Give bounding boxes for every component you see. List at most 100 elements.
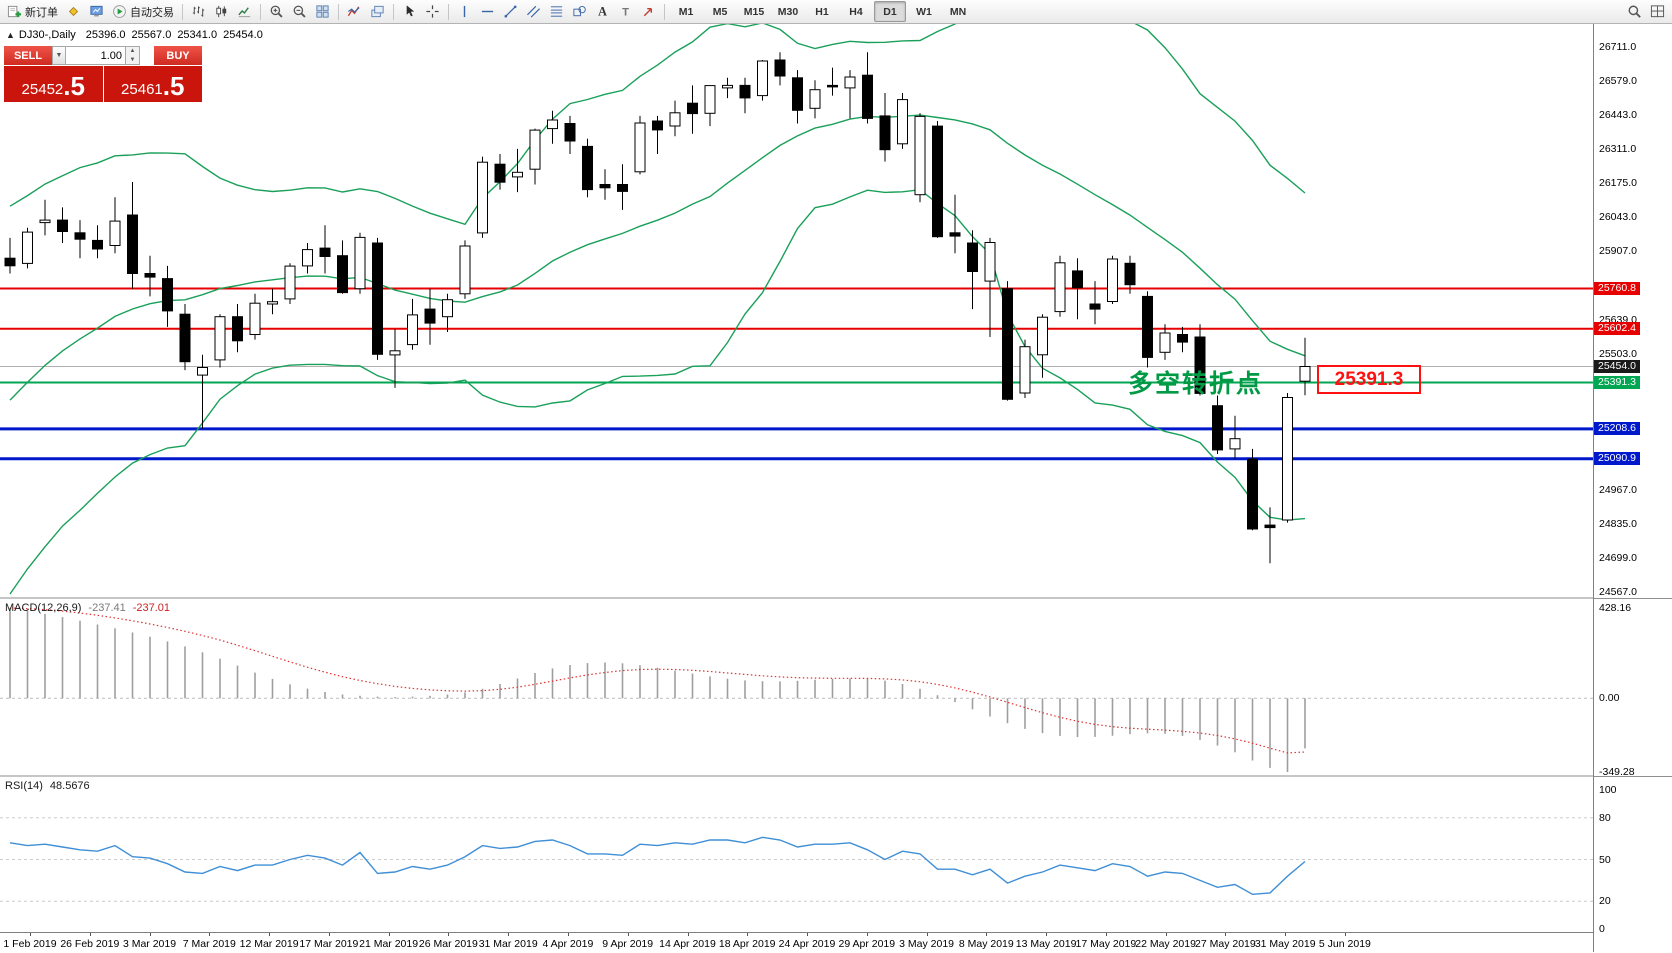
sell-price[interactable]: 25452 .5 bbox=[4, 66, 103, 102]
date-axis-label: 13 May 2019 bbox=[1015, 938, 1077, 950]
time-axis-tick bbox=[866, 933, 868, 936]
ohlc-high: 25567.0 bbox=[131, 29, 172, 41]
symbols-button[interactable] bbox=[62, 0, 85, 23]
timeframe-mn-button[interactable]: MN bbox=[949, 5, 967, 18]
tiles-icon bbox=[316, 5, 329, 18]
timeframe-m1-button[interactable]: M1 bbox=[678, 5, 694, 18]
cursor-button[interactable] bbox=[398, 0, 421, 23]
price-axis[interactable]: 26711.0 26579.0 26443.0 26311.0 26175.0 26043… bbox=[1593, 24, 1672, 952]
price-chart-canvas[interactable] bbox=[0, 24, 1593, 952]
volume-dropdown-button[interactable]: ▼ bbox=[52, 46, 66, 65]
timeframe-h1-button[interactable]: H1 bbox=[815, 5, 829, 18]
price-axis-tick: 24835.0 bbox=[1599, 517, 1637, 530]
date-axis-label: 27 May 2019 bbox=[1195, 938, 1256, 950]
fibonacci-button[interactable] bbox=[545, 0, 568, 23]
macd-pane bbox=[0, 607, 1593, 772]
bars-icon bbox=[192, 6, 205, 17]
textA-icon: A bbox=[598, 5, 607, 19]
date-axis-label: 3 Mar 2019 bbox=[122, 938, 177, 950]
time-axis-tick bbox=[567, 933, 569, 936]
sell-price-main: 25452 bbox=[21, 81, 64, 98]
volume-input[interactable] bbox=[66, 46, 126, 65]
candlestick-chart-button[interactable] bbox=[210, 0, 233, 23]
text-button[interactable]: A bbox=[591, 0, 614, 23]
chart-window: ▲ DJ30-,Daily 25396.0 25567.0 25341.0 25454.0… bbox=[0, 24, 1672, 953]
symbol-period: DJ30-,Daily bbox=[18, 29, 76, 41]
objects-list-button[interactable] bbox=[366, 0, 389, 23]
layers-icon bbox=[371, 5, 384, 18]
arrow-objects-button[interactable] bbox=[637, 0, 660, 23]
rsi-axis-label: 100 bbox=[1599, 784, 1617, 796]
time-axis-tick bbox=[926, 933, 928, 936]
time-axis[interactable]: 1 Feb 2019 26 Feb 2019 3 Mar 2019 7 Mar 201… bbox=[0, 932, 1593, 953]
line-chart-button[interactable] bbox=[233, 0, 256, 23]
date-axis-label: 24 Apr 2019 bbox=[778, 938, 836, 950]
sell-button[interactable]: SELL bbox=[4, 46, 52, 65]
auto-trading-button[interactable]: 自动交易 bbox=[108, 0, 178, 23]
new-order-button[interactable]: 新订单 bbox=[3, 0, 62, 23]
toolbar-separator bbox=[260, 3, 261, 20]
timeframe-w1-button[interactable]: W1 bbox=[916, 5, 932, 18]
chart-annotation-value-box[interactable]: 25391.3 bbox=[1317, 365, 1421, 394]
timeframe-group: M1 M5 M15 M30 H1 H4 D1 W1 MN bbox=[669, 1, 975, 22]
date-axis-label: 17 May 2019 bbox=[1075, 938, 1137, 950]
price-axis-tick: 26579.0 bbox=[1599, 74, 1637, 87]
one-click-collapse-icon[interactable]: ▲ bbox=[6, 30, 15, 40]
trendline-button[interactable] bbox=[499, 0, 522, 23]
date-axis-label: 29 Apr 2019 bbox=[838, 938, 896, 950]
rsi-name: RSI(14) bbox=[5, 780, 43, 792]
vline-icon bbox=[463, 5, 466, 18]
timeframe-h4-button[interactable]: H4 bbox=[849, 5, 863, 18]
tile-windows-button[interactable] bbox=[311, 0, 334, 23]
search-icon bbox=[1628, 5, 1641, 18]
buy-button[interactable]: BUY bbox=[154, 46, 202, 65]
zoom-in-button[interactable] bbox=[265, 0, 288, 23]
window-layout-button[interactable] bbox=[1646, 0, 1669, 23]
timeframe-m5-button[interactable]: M5 bbox=[712, 5, 728, 18]
buy-price-frac: .5 bbox=[162, 71, 185, 101]
time-axis-tick bbox=[687, 933, 689, 936]
price-level-badge: 25760.8 bbox=[1594, 282, 1640, 295]
time-axis-tick bbox=[328, 933, 330, 936]
chart-profile-button[interactable] bbox=[85, 0, 108, 23]
bar-chart-button[interactable] bbox=[187, 0, 210, 23]
crosshair-button[interactable] bbox=[421, 0, 444, 23]
price-level-badge: 25208.6 bbox=[1594, 422, 1640, 436]
macd-label: MACD(12,26,9) -237.41 -237.01 bbox=[5, 602, 170, 614]
volume-down-icon[interactable]: ▼ bbox=[129, 56, 136, 63]
timeframe-m15-button[interactable]: M15 bbox=[743, 5, 765, 18]
search-button[interactable] bbox=[1623, 0, 1646, 23]
price-axis-tick: 24567.0 bbox=[1599, 586, 1637, 598]
trend-icon bbox=[504, 5, 517, 18]
date-axis-label: 9 Apr 2019 bbox=[602, 938, 654, 950]
timeframe-d1-button[interactable]: D1 bbox=[874, 1, 906, 22]
date-axis-label: 26 Feb 2019 bbox=[60, 938, 120, 950]
date-axis-label: 31 Mar 2019 bbox=[478, 938, 538, 950]
indicators-button[interactable] bbox=[343, 0, 366, 23]
equidistant-channel-button[interactable] bbox=[522, 0, 545, 23]
macd-value-signal: -237.01 bbox=[132, 602, 171, 614]
buy-price[interactable]: 25461 .5 bbox=[103, 66, 202, 102]
monitor-icon bbox=[90, 5, 103, 17]
price-level-badge: 25454.0 bbox=[1594, 360, 1640, 373]
date-axis-label: 12 Mar 2019 bbox=[239, 938, 299, 950]
volume-stepper[interactable]: ▲ ▼ bbox=[126, 46, 140, 65]
candles bbox=[4, 52, 1311, 564]
shapes-button[interactable] bbox=[568, 0, 591, 23]
time-axis-tick bbox=[30, 933, 31, 936]
volume-up-icon[interactable]: ▲ bbox=[129, 48, 136, 55]
pane-separator[interactable] bbox=[1594, 776, 1672, 777]
zoom-out-button[interactable] bbox=[288, 0, 311, 23]
chart-annotation-text[interactable]: 多空转折点 bbox=[1128, 370, 1264, 398]
date-axis-label: 7 Mar 2019 bbox=[182, 938, 236, 950]
text-label-button[interactable]: T bbox=[614, 0, 637, 23]
date-axis-label: 31 May 2019 bbox=[1254, 938, 1316, 950]
price-axis-tick: 26711.0 bbox=[1599, 41, 1637, 53]
pane-separator[interactable] bbox=[1594, 598, 1672, 599]
horizontal-line-button[interactable] bbox=[476, 0, 499, 23]
time-axis-tick bbox=[149, 933, 151, 936]
buy-price-main: 25461 bbox=[121, 81, 163, 98]
timeframe-m30-button[interactable]: M30 bbox=[777, 5, 799, 18]
vertical-line-button[interactable] bbox=[453, 0, 476, 23]
toolbar-separator bbox=[664, 3, 665, 20]
